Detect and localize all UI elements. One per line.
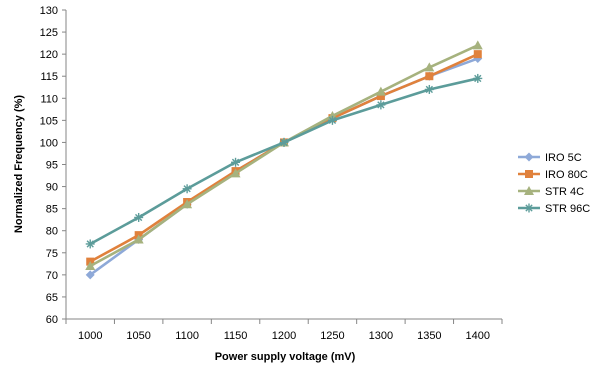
legend-swatch-marker (525, 170, 533, 178)
series-str-96c (86, 74, 483, 249)
y-tick-label: 130 (40, 5, 58, 17)
series-line (90, 59, 478, 275)
y-axis-title: Normalized Frequency (%) (13, 95, 25, 233)
data-point (86, 239, 95, 248)
legend-item: STR 4C (518, 186, 584, 198)
legend-swatch-marker (525, 204, 534, 213)
legend-label: STR 96C (545, 203, 590, 215)
x-tick-label: 1000 (78, 330, 102, 342)
legend-swatch-marker (525, 153, 534, 162)
x-tick-label: 1350 (417, 330, 441, 342)
y-tick-label: 115 (40, 71, 58, 83)
series-line (90, 78, 478, 244)
x-tick-label: 1200 (272, 330, 296, 342)
series-str-4c (85, 40, 483, 270)
y-tick-label: 125 (40, 27, 58, 39)
x-tick-label: 1050 (126, 330, 150, 342)
legend-item: STR 96C (518, 203, 590, 215)
data-point (376, 100, 385, 109)
y-tick-label: 105 (40, 115, 58, 127)
y-tick-label: 95 (46, 160, 58, 172)
y-tick-label: 80 (46, 226, 58, 238)
data-point (280, 138, 289, 147)
data-point (425, 72, 433, 80)
x-tick-label: 1250 (320, 330, 344, 342)
x-axis-title: Power supply voltage (mV) (215, 351, 356, 363)
series-line (90, 45, 478, 266)
legend-item: IRO 5C (518, 152, 582, 164)
y-tick-label: 65 (46, 292, 58, 304)
legend-label: IRO 80C (545, 169, 588, 181)
legend-item: IRO 80C (518, 169, 588, 181)
x-tick-label: 1100 (175, 330, 199, 342)
data-point (134, 213, 143, 222)
y-tick-label: 75 (46, 248, 58, 260)
y-tick-label: 120 (40, 49, 58, 61)
x-tick-label: 1400 (466, 330, 490, 342)
legend-label: STR 4C (545, 186, 584, 198)
y-tick-label: 100 (40, 137, 58, 149)
y-tick-label: 70 (46, 270, 58, 282)
series-iro-5c (86, 54, 483, 279)
series-line (90, 54, 478, 261)
y-tick-label: 60 (46, 314, 58, 326)
data-point (473, 74, 482, 83)
y-tick-label: 90 (46, 182, 58, 194)
legend-label: IRO 5C (545, 152, 582, 164)
x-tick-label: 1300 (369, 330, 393, 342)
data-point (231, 158, 240, 167)
data-point (474, 50, 482, 58)
y-tick-label: 110 (40, 93, 58, 105)
data-point (183, 184, 192, 193)
x-tick-label: 1150 (224, 330, 248, 342)
data-point (473, 40, 483, 49)
data-point (425, 85, 434, 94)
y-tick-label: 85 (46, 204, 58, 216)
